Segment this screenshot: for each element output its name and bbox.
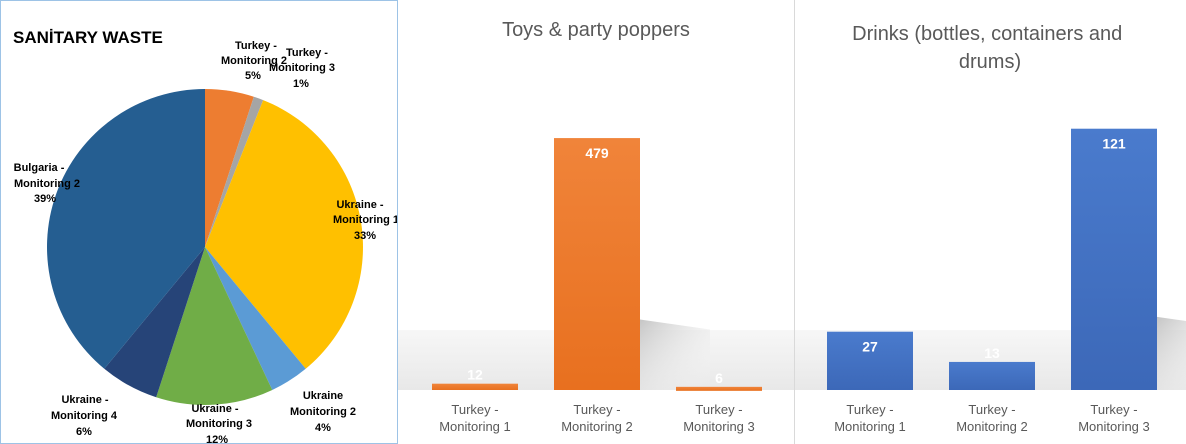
- pie-slice-turkey-monitoring-2: [205, 89, 254, 247]
- toys-tick-label: Turkey -Monitoring 2: [561, 402, 633, 434]
- drinks-chart-panel: Drinks (bottles, containers and drums) 2…: [795, 0, 1186, 444]
- pie-slice-turkey-monitoring-3: [205, 96, 264, 247]
- pie-label-ukraine-monitoring-3: Ukraine -Monitoring 3 12%: [186, 403, 252, 444]
- pie-chart-title: SANİTARY WASTE: [13, 28, 163, 47]
- drinks-value-label: 121: [1102, 136, 1126, 152]
- drinks-chart-title: Drinks (bottles, containers and drums): [852, 23, 1128, 73]
- toys-bar-chart-svg: Toys & party poppers 12 479 6 Turkey -Moni…: [398, 19, 794, 434]
- sanitary-waste-chart-panel: SANİTARY WASTE Turkey -Monitoring 2 5% Tu…: [0, 0, 398, 444]
- pie-label-turkey-monitoring-3: Turkey -Monitoring 3 1%: [269, 47, 335, 90]
- pie-slice-ukraine-monitoring-1: [205, 100, 363, 369]
- toys-chart-panel: Toys & party poppers 12 479 6 Turkey -Moni…: [398, 0, 795, 444]
- pie-slice-ukraine-monitoring-3: [156, 247, 273, 405]
- toys-value-label: 479: [585, 145, 609, 161]
- pie-slice-bulgaria-monitoring-2: [47, 89, 205, 369]
- pie-label-ukraine-monitoring-1: Ukraine -Monitoring 1 33%: [333, 199, 398, 242]
- toys-bar-turkey-monitoring-1: [432, 383, 518, 390]
- toys-value-label: 12: [467, 367, 483, 383]
- toys-bar-turkey-monitoring-2: [554, 138, 640, 390]
- drinks-tick-labels: Turkey -Monitoring 1 Turkey -Monitoring 2…: [834, 402, 1150, 434]
- drinks-bar-shadow: [1157, 316, 1186, 390]
- drinks-bar-chart-svg: Drinks (bottles, containers and drums) 2…: [795, 23, 1186, 434]
- pie-label-bulgaria-monitoring-2: Bulgaria -Monitoring 2 39%: [14, 162, 80, 205]
- pie-slice-ukraine-monitoring-4: [104, 247, 205, 398]
- pie-label-ukraine-monitoring-2: Ukraine Monitoring 2 4%: [290, 390, 356, 434]
- toys-value-label: 6: [715, 370, 723, 386]
- drinks-bar-turkey-monitoring-3: [1071, 128, 1157, 390]
- drinks-value-label: 27: [862, 339, 878, 355]
- toys-bar-shadow: [640, 319, 710, 390]
- drinks-tick-label: Turkey -Monitoring 2: [956, 402, 1028, 434]
- drinks-value-label: 13: [984, 345, 1000, 361]
- pie-label-ukraine-monitoring-4: Ukraine -Monitoring 4 6%: [51, 394, 118, 438]
- toys-tick-label: Turkey -Monitoring 3: [683, 402, 755, 434]
- pie-label-turkey-monitoring-2: Turkey -Monitoring 2 5%: [221, 40, 287, 82]
- toys-chart-title: Toys & party poppers: [502, 19, 690, 41]
- pie-slice-ukraine-monitoring-2: [205, 247, 306, 390]
- toys-bar-turkey-monitoring-3: [676, 386, 762, 391]
- toys-tick-labels: Turkey -Monitoring 1 Turkey -Monitoring 2…: [439, 402, 755, 434]
- pie-slices: [47, 89, 363, 405]
- drinks-tick-label: Turkey -Monitoring 1: [834, 402, 906, 434]
- drinks-tick-label: Turkey -Monitoring 3: [1078, 402, 1150, 434]
- drinks-bars: 27 13 121: [827, 128, 1186, 390]
- pie-chart-svg: SANİTARY WASTE Turkey -Monitoring 2 5% Tu…: [13, 28, 398, 444]
- drinks-bar-turkey-monitoring-2: [949, 361, 1035, 390]
- toys-tick-label: Turkey -Monitoring 1: [439, 402, 511, 434]
- drinks-bar-turkey-monitoring-1: [827, 331, 913, 390]
- toys-bars: 12 479 6: [432, 138, 762, 391]
